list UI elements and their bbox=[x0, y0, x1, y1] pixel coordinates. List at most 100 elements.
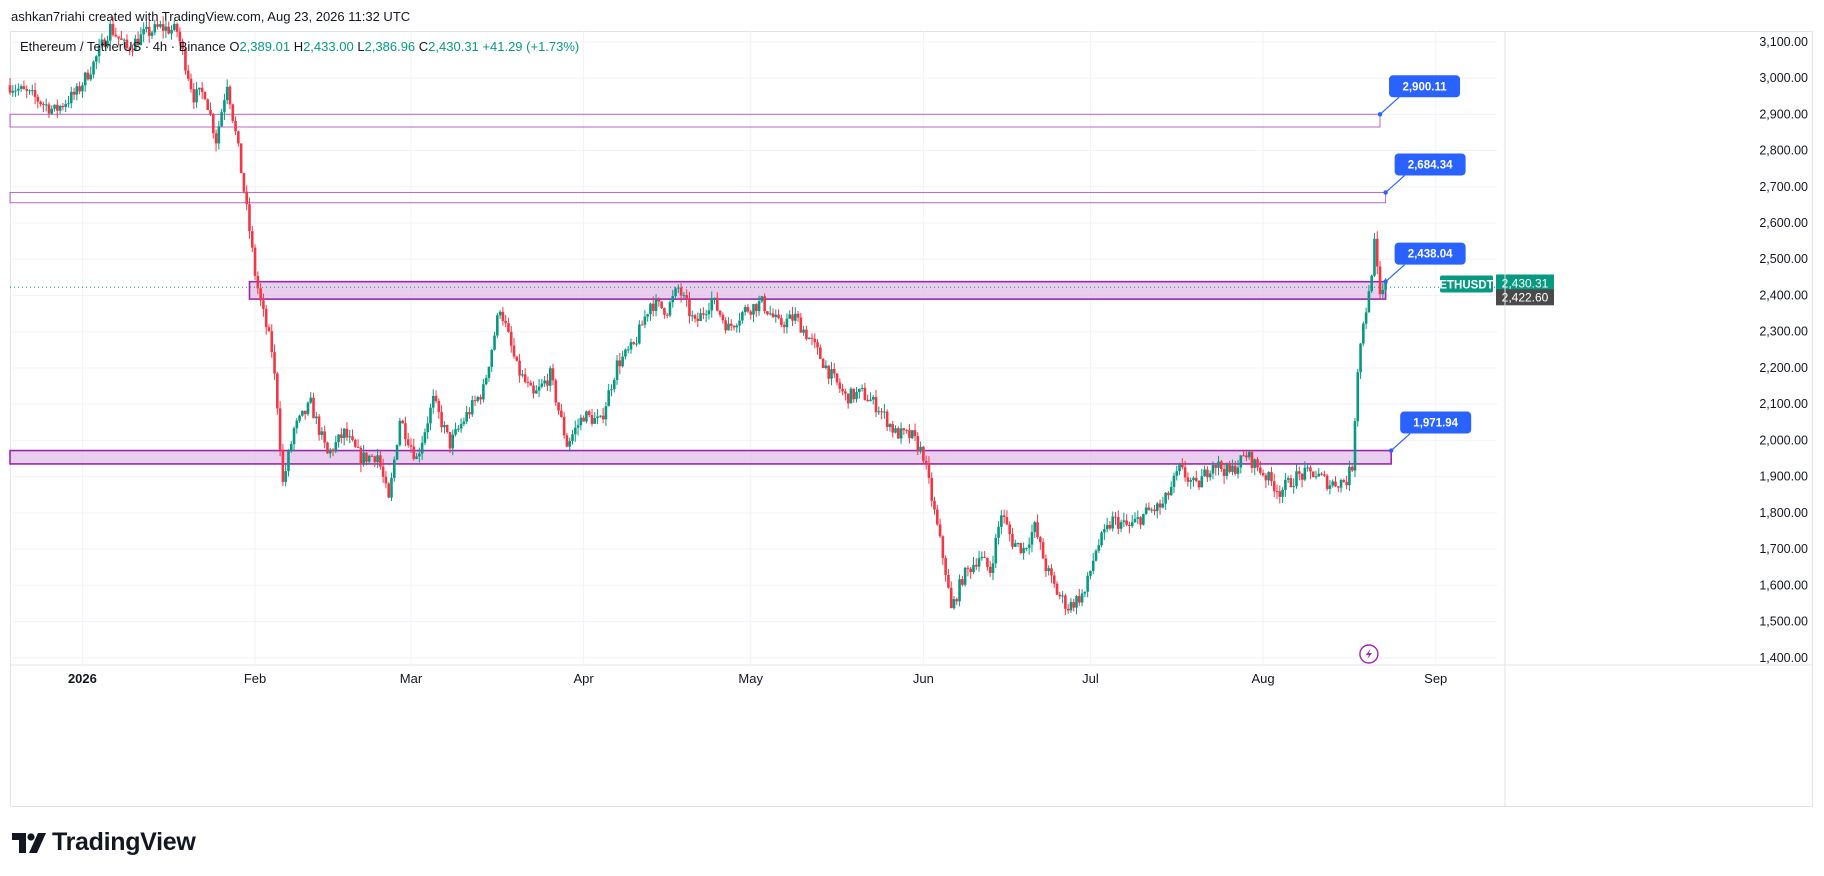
candle-body bbox=[309, 397, 313, 403]
candle-body bbox=[576, 425, 580, 428]
tradingview-logo[interactable]: TradingView bbox=[12, 828, 196, 857]
candle-body bbox=[521, 374, 524, 376]
candle-body bbox=[298, 415, 301, 421]
candle-body bbox=[1356, 372, 1360, 422]
candle-body bbox=[1122, 520, 1126, 523]
candle-body bbox=[1200, 476, 1204, 488]
candle-body bbox=[242, 173, 246, 192]
candle-body bbox=[969, 568, 973, 573]
callout-anchor-dot bbox=[1377, 112, 1383, 117]
candle-body bbox=[312, 397, 315, 419]
lightning-icon bbox=[1359, 644, 1379, 664]
candle-body bbox=[1080, 593, 1084, 603]
candle-body bbox=[178, 31, 182, 42]
candle-body bbox=[437, 400, 441, 412]
candle-body bbox=[785, 318, 789, 328]
candle-body bbox=[777, 314, 780, 319]
candle-body bbox=[181, 41, 184, 50]
low-label: L bbox=[357, 39, 365, 54]
chart-frame[interactable] bbox=[10, 31, 1813, 807]
candle-body bbox=[1367, 291, 1371, 313]
candle-body bbox=[161, 24, 165, 31]
candle-body bbox=[223, 100, 226, 113]
candle-body bbox=[702, 313, 705, 315]
candle-body bbox=[384, 476, 388, 484]
candle-body bbox=[1066, 608, 1070, 611]
candle-body bbox=[287, 451, 290, 472]
candle-body bbox=[306, 402, 310, 415]
candle-body bbox=[1336, 486, 1340, 488]
candle-body bbox=[958, 579, 961, 602]
candle-body bbox=[955, 599, 959, 602]
candle-body bbox=[1334, 481, 1337, 487]
candle-body bbox=[1236, 467, 1240, 474]
candle-body bbox=[1272, 481, 1276, 492]
candle-body bbox=[1013, 543, 1017, 547]
candle-body bbox=[1259, 467, 1262, 473]
axes: 1,400.00 1,500.00 1,600.00 1,700.00 1,800.00… bbox=[10, 31, 1813, 807]
candle-body bbox=[827, 365, 830, 379]
candle-body bbox=[1158, 503, 1162, 508]
candle-body bbox=[1181, 463, 1184, 468]
candle-body bbox=[771, 313, 775, 317]
candle-body bbox=[482, 384, 485, 400]
candle-body bbox=[821, 358, 825, 368]
candle-body bbox=[774, 314, 778, 317]
candle-body bbox=[573, 427, 577, 435]
candle-body bbox=[186, 70, 190, 79]
candle-body bbox=[209, 110, 212, 115]
candle-body bbox=[1323, 474, 1326, 476]
candle-body bbox=[1345, 481, 1348, 486]
candle-body bbox=[284, 471, 287, 482]
candle-body bbox=[738, 320, 741, 326]
candle-body bbox=[696, 318, 700, 322]
candle-body bbox=[830, 368, 833, 379]
candle-body bbox=[922, 446, 925, 461]
candle-body bbox=[1105, 524, 1109, 530]
candle-body bbox=[1339, 480, 1343, 488]
candle-body bbox=[1041, 542, 1045, 559]
candle-body bbox=[1253, 459, 1257, 468]
candle-body bbox=[741, 312, 744, 321]
candle-body bbox=[1350, 466, 1354, 471]
candle-body bbox=[638, 324, 641, 344]
candle-body bbox=[1261, 472, 1265, 476]
candle-body bbox=[799, 317, 803, 333]
candle-body bbox=[189, 78, 193, 90]
candle-body bbox=[267, 327, 271, 332]
candle-body bbox=[534, 390, 538, 394]
close-value: 2,430.31 bbox=[428, 39, 479, 54]
symbol-title[interactable]: Ethereum / TetherUS · 4h · Binance bbox=[20, 39, 226, 54]
candle-body bbox=[259, 288, 262, 301]
candle-body bbox=[869, 399, 872, 402]
candle-body bbox=[866, 399, 869, 402]
candle-body bbox=[348, 436, 352, 438]
candle-body bbox=[434, 395, 438, 401]
candle-body bbox=[376, 455, 379, 463]
price-chart[interactable]: 2,900.11 2,684.34 2,438.04 1,971.94 ETHUSDT 2… bbox=[0, 0, 1824, 810]
candle-body bbox=[888, 424, 892, 427]
candle-body bbox=[757, 301, 761, 312]
candle-body bbox=[250, 231, 254, 248]
candle-body bbox=[159, 24, 162, 27]
candle-body bbox=[1217, 461, 1220, 468]
candle-body bbox=[1250, 451, 1254, 468]
candle-body bbox=[1289, 478, 1293, 488]
candle-body bbox=[805, 329, 808, 340]
candle-body bbox=[986, 557, 989, 567]
candle-body bbox=[392, 459, 396, 478]
candle-body bbox=[175, 23, 179, 32]
candle-body bbox=[128, 48, 132, 51]
candle-body bbox=[125, 39, 129, 49]
candle-body bbox=[1264, 475, 1268, 481]
candle-body bbox=[793, 313, 797, 321]
candle-body bbox=[340, 434, 343, 439]
candle-body bbox=[690, 315, 694, 317]
price-callout bbox=[1400, 411, 1472, 434]
candle-body bbox=[663, 308, 666, 315]
candle-body bbox=[509, 331, 513, 346]
candle-body bbox=[590, 415, 594, 424]
candle-body bbox=[326, 442, 329, 454]
candle-body bbox=[111, 23, 115, 35]
candle-body bbox=[17, 88, 20, 91]
